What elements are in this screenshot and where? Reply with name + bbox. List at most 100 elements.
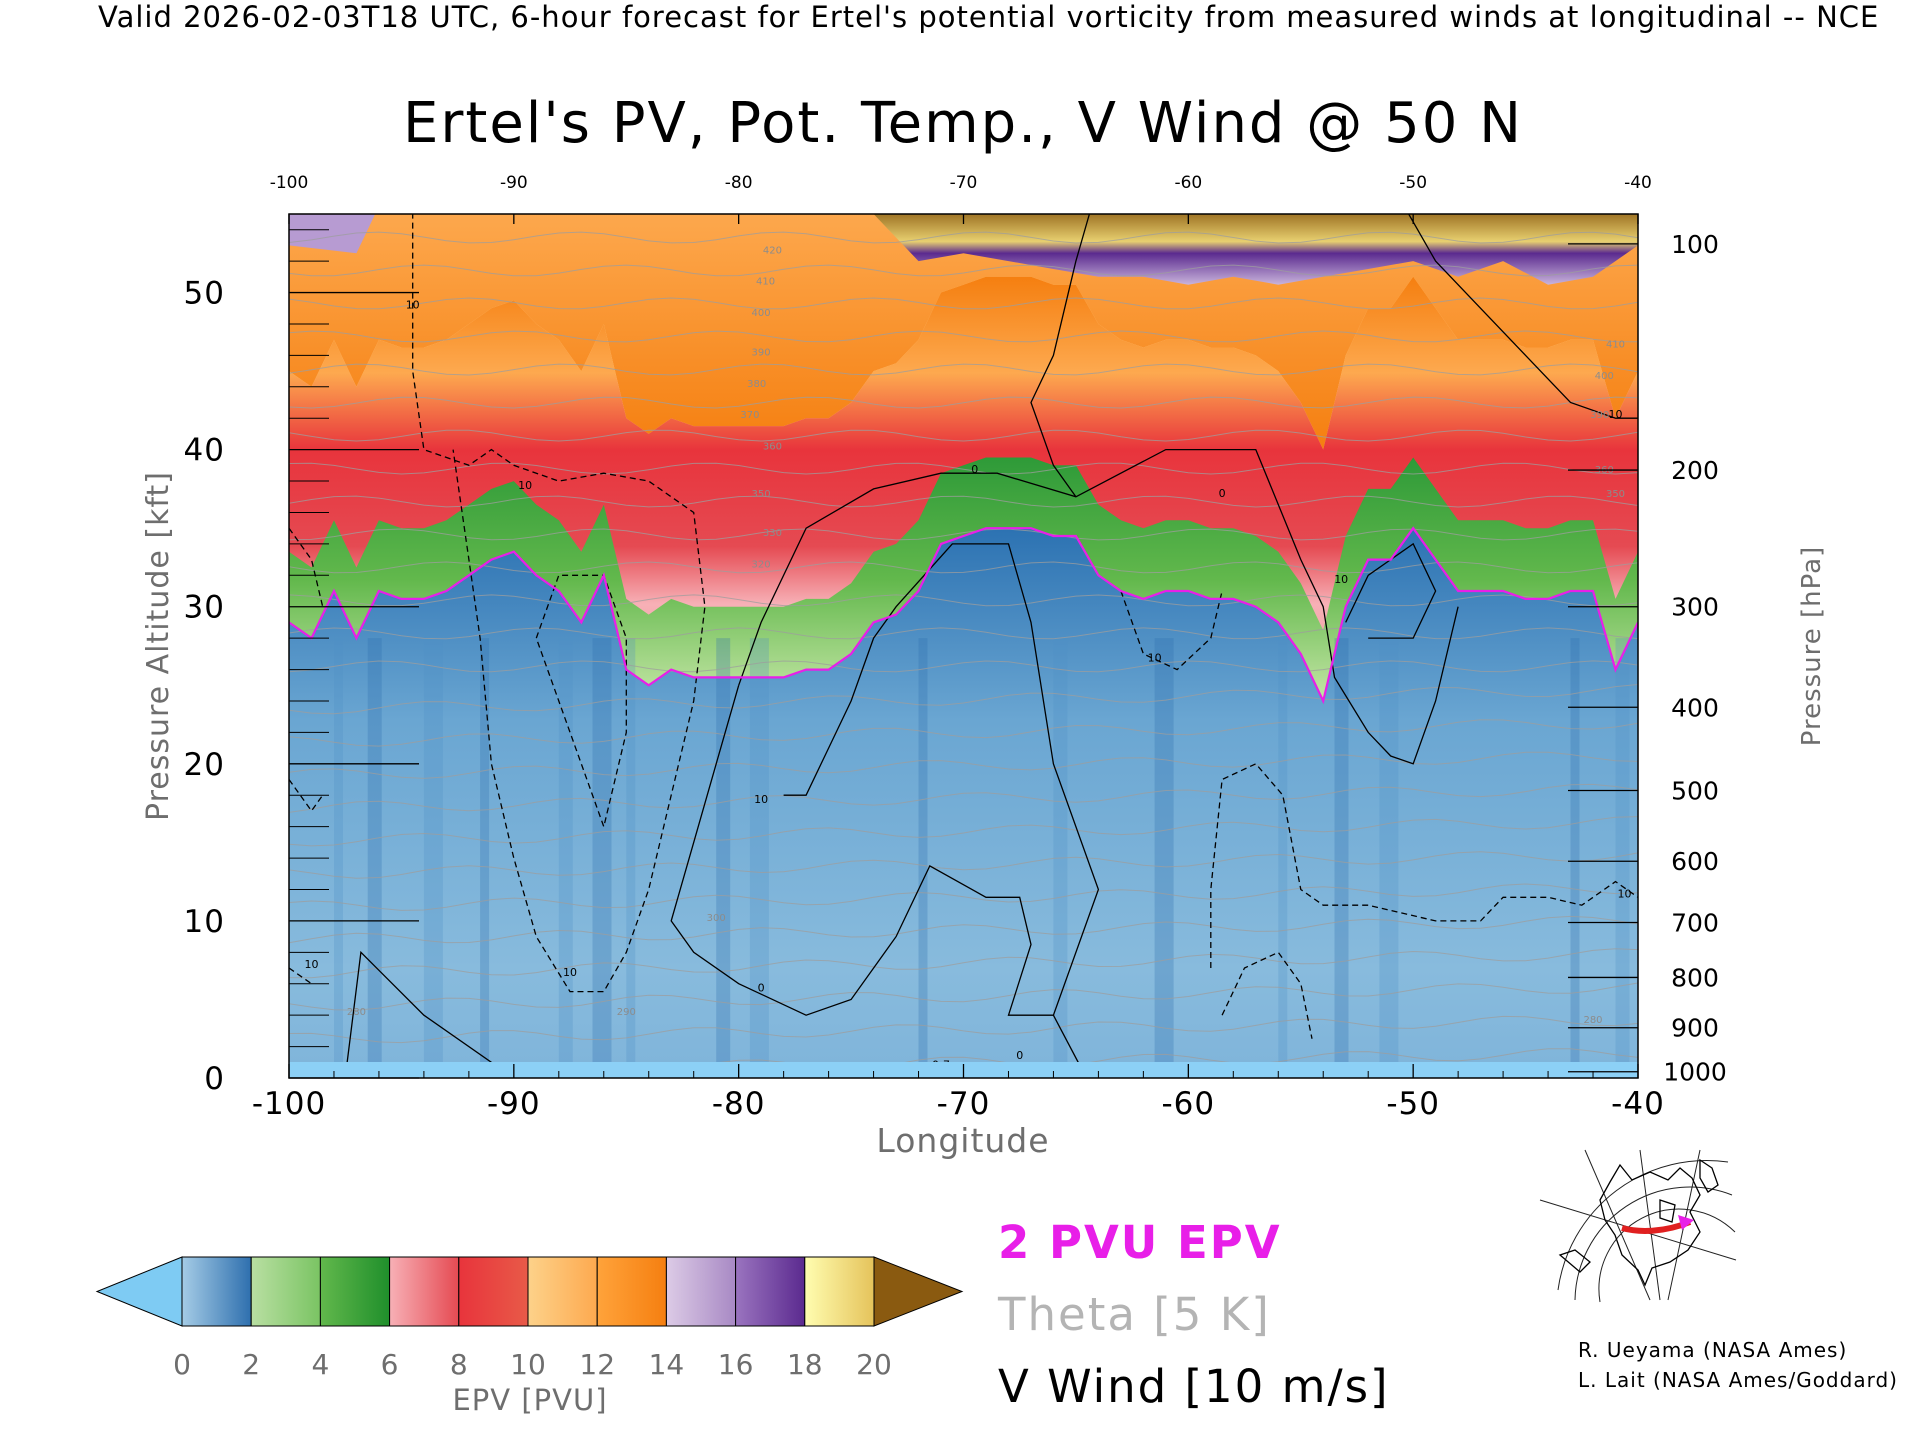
wind-contour-label: 0 — [758, 982, 765, 995]
wind-contour-label: 10 — [1618, 887, 1632, 900]
colorbar-segment — [389, 1256, 460, 1327]
fill-streak — [334, 638, 343, 1078]
pressure-tick-label: 500 — [1671, 777, 1719, 806]
x-tick-label-top: -60 — [1174, 173, 1202, 193]
colorbar-tick-label: 10 — [510, 1348, 546, 1381]
fill-streak — [749, 638, 769, 1078]
x-tick-label: -60 — [1162, 1086, 1216, 1122]
pressure-tick-label: 900 — [1671, 1014, 1719, 1043]
colorbar-segment — [250, 1256, 321, 1327]
theta-line — [289, 495, 1638, 508]
theta-line — [289, 396, 1638, 409]
v-wind-contour — [289, 527, 324, 607]
locator-map — [1538, 1149, 1737, 1303]
x-tick-label-top: -40 — [1624, 173, 1652, 193]
credit-line-1: R. Ueyama (NASA Ames) — [1578, 1338, 1848, 1362]
theta-label: 320 — [752, 560, 771, 571]
theta-label: 410 — [756, 277, 775, 288]
wind-contour-label: 10 — [1148, 652, 1162, 665]
theta-line — [289, 883, 1638, 911]
v-wind-contour — [738, 448, 1459, 765]
colorbar-tick-label: 18 — [787, 1348, 823, 1381]
wind-contour-label: 0 — [1219, 487, 1226, 500]
x-tick-label-top: -50 — [1399, 173, 1427, 193]
y-tick-label: 50 — [184, 276, 225, 312]
fill-streak — [558, 638, 573, 1078]
y-tick-label: 20 — [184, 747, 225, 783]
theta-line — [289, 982, 1638, 1011]
fill-streak — [1334, 638, 1349, 1078]
epv-colorbar: 0 2 4 6 8 10 12 14 16 18 20 — [95, 1256, 964, 1381]
colorbar-tick-label: 16 — [718, 1348, 754, 1381]
axes: -100 -100 -90 -90 -80 -80 -70 -70 -60 -60 -50 -50 -4… — [184, 173, 1727, 1122]
colorbar-segment — [527, 1256, 598, 1327]
colorbar-tick-label: 6 — [381, 1348, 399, 1381]
fill-streak — [626, 638, 636, 1078]
theta-line — [289, 297, 1638, 310]
theta-label: 330 — [763, 528, 782, 539]
wind-contour-label: 10 — [518, 479, 532, 492]
tropopause-2pvu-line — [289, 526, 1638, 705]
colorbar-over-arrow — [873, 1256, 964, 1327]
x-tick-label-top: -100 — [270, 173, 309, 193]
v-wind-contour — [1407, 214, 1638, 419]
theta-line — [289, 719, 1638, 747]
y-axis-label-right: Pressure [hPa] — [1797, 546, 1827, 747]
theta-label: 300 — [707, 913, 726, 924]
theta-line — [289, 561, 1638, 574]
theta-label: 390 — [752, 347, 771, 358]
v-wind-contour — [1345, 542, 1437, 639]
colorbar-tick-label: 0 — [173, 1348, 191, 1381]
pressure-tick-label: 200 — [1671, 456, 1719, 485]
y-tick-label: 0 — [204, 1061, 225, 1097]
theta-label: 350 — [752, 489, 771, 500]
theta-label: 290 — [617, 1007, 636, 1018]
chart-title: Ertel's PV, Pot. Temp., V Wind @ 50 N — [403, 91, 1523, 156]
fill-top-left — [289, 214, 376, 254]
colorbar-segment — [458, 1256, 529, 1327]
theta-line — [289, 264, 1638, 277]
colorbar-segment — [596, 1256, 667, 1327]
theta-line — [289, 816, 1638, 847]
colorbar-under-arrow — [95, 1256, 183, 1327]
theta-line — [289, 462, 1638, 475]
legend-theta: Theta [5 K] — [997, 1288, 1271, 1341]
theta-contours — [289, 231, 1638, 1076]
v-wind-contour — [1120, 590, 1223, 671]
credit-line-2: L. Lait (NASA Ames/Goddard) — [1578, 1368, 1898, 1392]
theta-label: 280 — [347, 1007, 366, 1018]
wind-contour-label: 0 — [971, 463, 978, 476]
v-wind-contour — [412, 214, 706, 993]
pressure-tick-label: 700 — [1671, 908, 1719, 937]
wind-contour-label: 10 — [754, 793, 768, 806]
theta-line — [289, 915, 1638, 944]
wind-contour-label: 10 — [406, 298, 420, 311]
fill-streak — [367, 638, 382, 1078]
theta-line — [289, 594, 1638, 607]
wind-contour-label: 10 — [1609, 408, 1623, 421]
fill-top-cap — [873, 214, 1638, 285]
forecast-valid-line: Valid 2026-02-03T18 UTC, 6-hour forecast… — [98, 0, 1880, 34]
wind-contour-label: 10 — [1334, 573, 1348, 586]
colorbar-tick-label: 2 — [242, 1348, 260, 1381]
x-axis-label: Longitude — [876, 1121, 1049, 1160]
colorbar-label: EPV [PVU] — [452, 1383, 607, 1417]
colorbar-segment — [804, 1256, 875, 1327]
fill-streak — [918, 638, 928, 1078]
v-wind-contour — [670, 543, 1100, 1016]
pressure-tick-label: 300 — [1671, 593, 1719, 622]
colorbar-segment — [181, 1256, 252, 1327]
theta-line — [289, 1015, 1638, 1044]
theta-line — [289, 627, 1638, 640]
theta-line — [289, 851, 1638, 879]
theta-label: 420 — [763, 245, 782, 256]
pressure-tick-label: 100 — [1671, 230, 1719, 259]
theta-line — [289, 660, 1638, 673]
theta-line — [289, 783, 1638, 813]
theta-label: 350 — [1606, 489, 1625, 500]
v-wind-contour — [289, 779, 324, 813]
x-tick-label: -80 — [712, 1086, 766, 1122]
x-tick-label: -70 — [937, 1086, 991, 1122]
fill-streak — [1154, 638, 1174, 1078]
colorbar-tick-label: 12 — [579, 1348, 615, 1381]
